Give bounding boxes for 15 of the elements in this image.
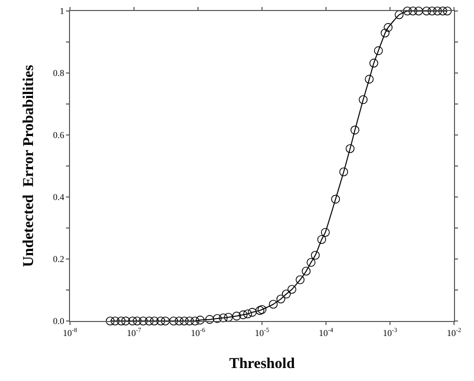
y-tick-label: 0.6 — [52, 130, 65, 140]
y-axis-title: Undetected Error Probabilities — [21, 64, 38, 268]
y-tick-label: 0.2 — [52, 254, 64, 264]
x-tick-label: 10$^{-4}$ — [318, 327, 334, 338]
x-tick-label: 10$^{-3}$ — [382, 327, 398, 338]
y-tick-label: 0.0 — [52, 316, 65, 326]
x-axis-title: Threshold — [229, 356, 296, 372]
x-tick-label: 10$^{-8}$ — [62, 327, 78, 338]
x-tick-label: 10$^{-7}$ — [126, 327, 142, 338]
x-tick-label: 10$^{-6}$ — [190, 327, 206, 338]
x-tick-label: 10$^{-5}$ — [254, 327, 270, 338]
y-tick-label: 1 — [60, 6, 64, 16]
y-tick-label: 0.8 — [52, 68, 65, 78]
x-tick-label: 10$^{-2}$ — [446, 327, 462, 338]
y-tick-label: 0.4 — [52, 192, 65, 202]
